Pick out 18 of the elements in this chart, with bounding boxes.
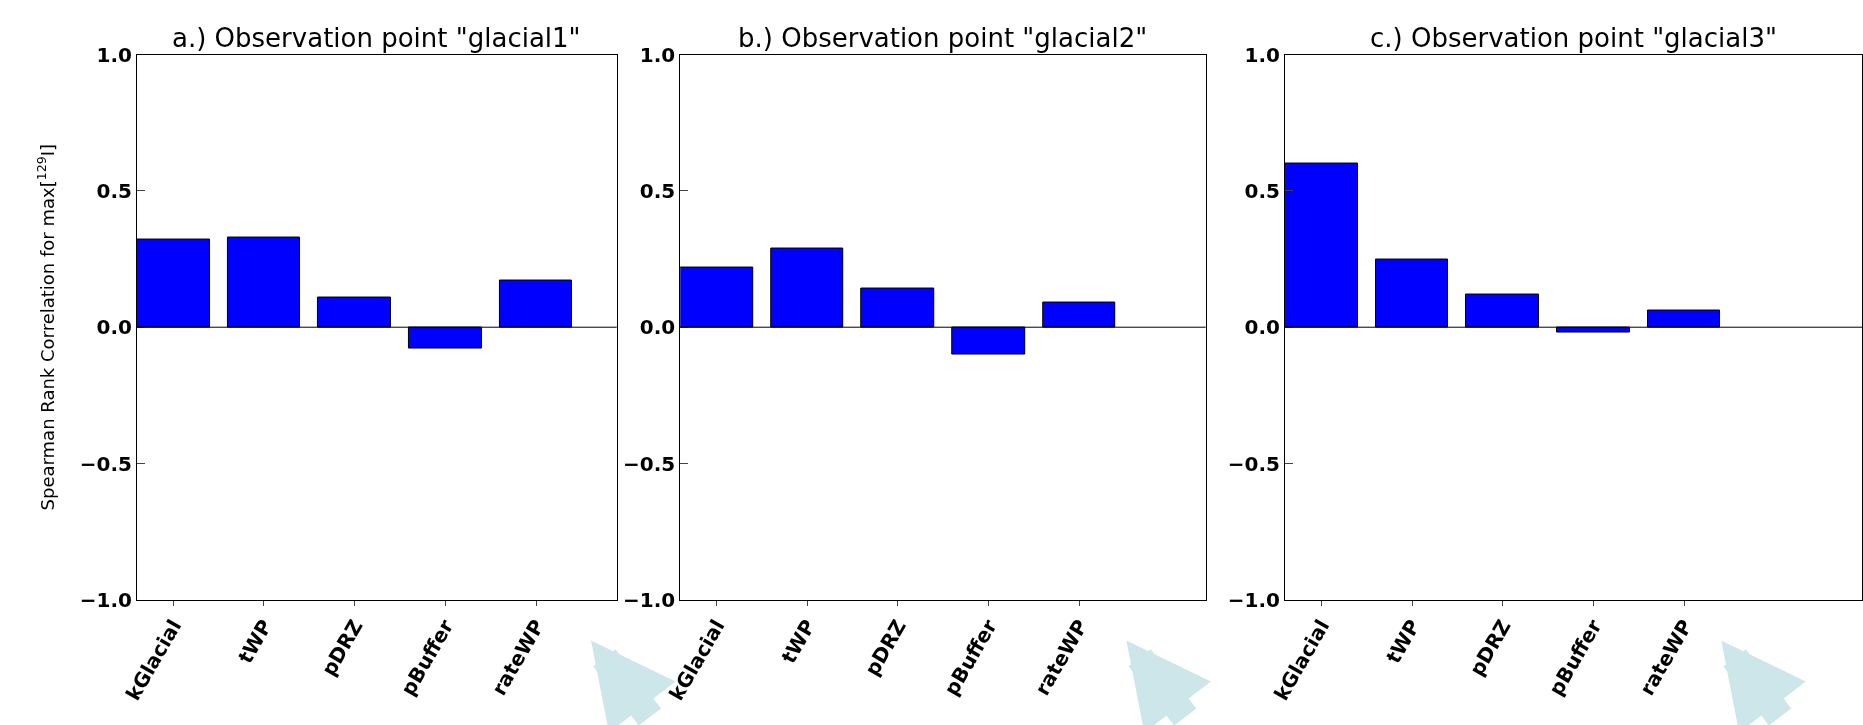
- y-tick-label: −1.0: [623, 587, 676, 612]
- chart-title: b.) Observation point "glacial2": [738, 23, 1148, 53]
- y-tick-label: −1.0: [1227, 587, 1281, 612]
- y-tick-label: 0.5: [1244, 178, 1281, 203]
- y-tick-label: 0.0: [1244, 315, 1281, 340]
- chart-title: a.) Observation point "glacial1": [172, 23, 581, 53]
- y-tick-label: −1.0: [79, 587, 132, 612]
- y-tick-label: 1.0: [96, 42, 132, 67]
- chart-title: c.) Observation point "glacial3": [1370, 23, 1777, 53]
- y-tick-label: 1.0: [1244, 42, 1281, 67]
- y-tick-label: −0.5: [79, 451, 132, 476]
- y-tick-label: 0.5: [96, 178, 132, 203]
- y-tick-label: 0.5: [639, 178, 676, 203]
- y-tick-label: 1.0: [639, 42, 676, 67]
- y-tick-label: −0.5: [1227, 451, 1281, 476]
- y-tick-label: −0.5: [623, 451, 676, 476]
- y-tick-label: 0.0: [639, 315, 676, 340]
- y-tick-label: 0.0: [96, 315, 132, 340]
